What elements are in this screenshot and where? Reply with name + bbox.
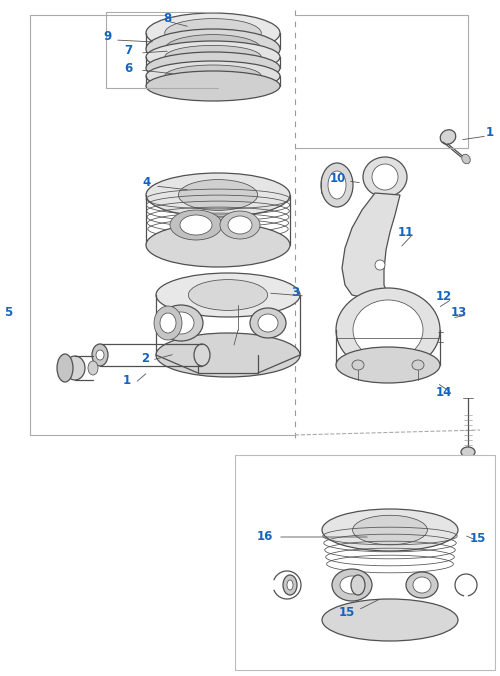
Text: 5: 5 (4, 306, 12, 318)
Text: 11: 11 (398, 226, 414, 239)
Ellipse shape (328, 171, 346, 199)
Ellipse shape (340, 576, 364, 594)
Ellipse shape (228, 216, 252, 234)
Ellipse shape (283, 575, 297, 595)
Text: 7: 7 (124, 45, 132, 57)
Ellipse shape (146, 71, 280, 101)
Text: 15: 15 (470, 531, 486, 544)
Ellipse shape (146, 13, 280, 53)
Ellipse shape (165, 19, 261, 47)
Ellipse shape (412, 360, 424, 370)
Ellipse shape (178, 180, 258, 210)
Text: 8: 8 (163, 11, 171, 24)
Ellipse shape (159, 305, 203, 341)
Text: 4: 4 (143, 176, 151, 189)
Ellipse shape (146, 41, 280, 73)
Ellipse shape (96, 350, 104, 360)
Text: 12: 12 (436, 289, 452, 302)
Ellipse shape (165, 34, 261, 64)
Text: 13: 13 (451, 306, 467, 320)
Ellipse shape (363, 157, 407, 197)
Ellipse shape (168, 312, 194, 334)
Ellipse shape (322, 509, 458, 551)
Ellipse shape (336, 347, 440, 383)
Text: 2: 2 (141, 352, 149, 364)
Ellipse shape (170, 210, 222, 240)
Ellipse shape (57, 354, 73, 382)
Ellipse shape (413, 577, 431, 593)
Ellipse shape (154, 306, 182, 340)
Ellipse shape (92, 344, 108, 366)
Polygon shape (342, 193, 405, 308)
Ellipse shape (462, 154, 470, 164)
Ellipse shape (351, 575, 365, 595)
Text: 10: 10 (330, 172, 346, 185)
Ellipse shape (336, 288, 440, 372)
Ellipse shape (146, 61, 280, 91)
Ellipse shape (258, 314, 278, 332)
Text: 1: 1 (486, 126, 494, 139)
Ellipse shape (321, 163, 353, 207)
Text: 9: 9 (104, 30, 112, 43)
Ellipse shape (156, 273, 300, 317)
Ellipse shape (88, 361, 98, 375)
Ellipse shape (461, 447, 475, 457)
Ellipse shape (352, 360, 364, 370)
Bar (235, 455, 495, 670)
Text: 16: 16 (257, 531, 273, 544)
Ellipse shape (180, 215, 212, 235)
Ellipse shape (188, 280, 268, 310)
Ellipse shape (220, 211, 260, 239)
Ellipse shape (250, 308, 286, 338)
Ellipse shape (194, 344, 210, 366)
Ellipse shape (352, 515, 428, 545)
Text: 1: 1 (123, 375, 131, 387)
Ellipse shape (65, 356, 85, 380)
Ellipse shape (375, 260, 385, 270)
Text: 6: 6 (124, 62, 132, 74)
Ellipse shape (353, 300, 423, 360)
Ellipse shape (146, 173, 290, 217)
Ellipse shape (406, 572, 438, 598)
Ellipse shape (146, 29, 280, 69)
Text: 15: 15 (339, 606, 355, 619)
Ellipse shape (146, 52, 280, 84)
Ellipse shape (332, 569, 372, 601)
Ellipse shape (287, 580, 293, 590)
Ellipse shape (165, 45, 261, 68)
Text: 14: 14 (436, 387, 452, 400)
Ellipse shape (322, 599, 458, 641)
Ellipse shape (146, 223, 290, 267)
Text: 3: 3 (291, 287, 299, 299)
Ellipse shape (156, 333, 300, 377)
Ellipse shape (165, 65, 261, 87)
Ellipse shape (372, 164, 398, 190)
Ellipse shape (440, 130, 456, 144)
Ellipse shape (160, 313, 176, 333)
